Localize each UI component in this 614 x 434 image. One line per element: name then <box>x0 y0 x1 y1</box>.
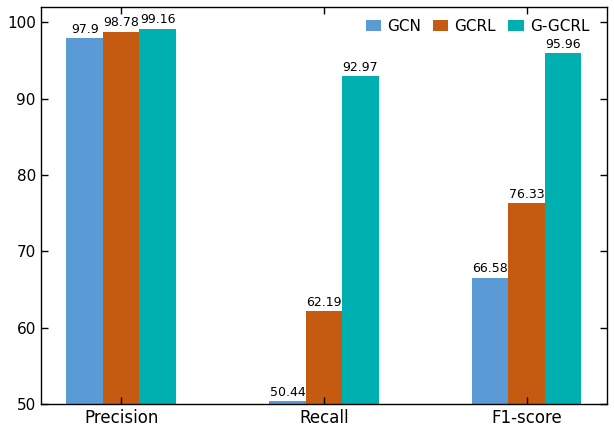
Text: 50.44: 50.44 <box>270 385 305 398</box>
Text: 66.58: 66.58 <box>472 262 508 275</box>
Text: 76.33: 76.33 <box>509 188 545 201</box>
Bar <box>306 311 342 404</box>
Bar <box>472 277 508 404</box>
Text: 62.19: 62.19 <box>306 296 341 309</box>
Bar <box>66 38 103 404</box>
Bar <box>103 32 139 404</box>
Bar <box>342 76 379 404</box>
Text: 97.9: 97.9 <box>71 23 98 36</box>
Text: 99.16: 99.16 <box>140 13 176 26</box>
Text: 98.78: 98.78 <box>103 16 139 29</box>
Text: 92.97: 92.97 <box>343 61 378 74</box>
Bar <box>139 29 176 404</box>
Legend: GCN, GCRL, G-GCRL: GCN, GCRL, G-GCRL <box>361 15 594 39</box>
Bar <box>508 203 545 404</box>
Bar <box>269 401 306 404</box>
Bar <box>545 53 581 404</box>
Text: 95.96: 95.96 <box>545 38 581 51</box>
